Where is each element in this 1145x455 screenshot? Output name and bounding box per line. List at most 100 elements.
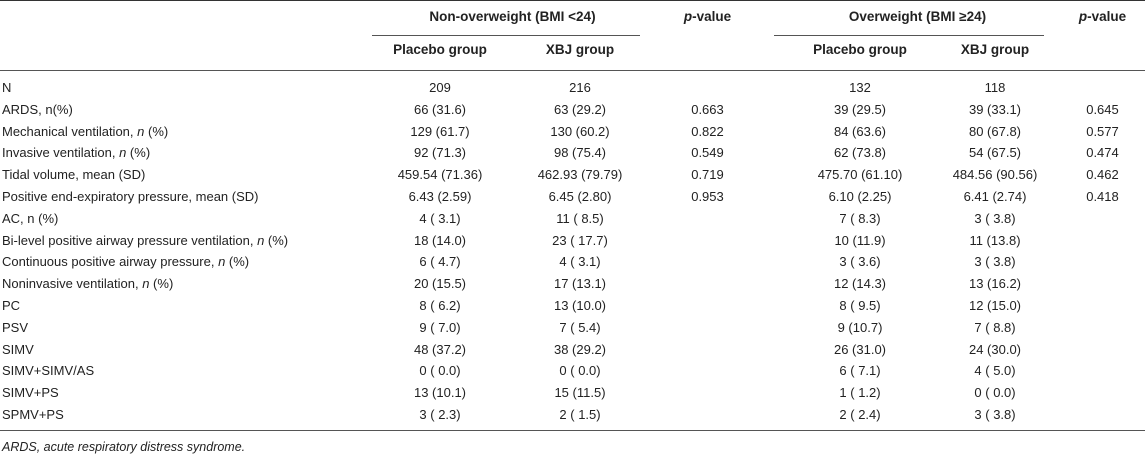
row-label: AC, n (%) [2, 210, 59, 226]
row-label: Mechanical ventilation, n (%) [2, 123, 169, 139]
placebo-value-2: 39 (29.5) [833, 101, 887, 117]
table-row: ARDS, n(%) 66 (31.6) 63 (29.2) 0.663 39 (29.… [0, 101, 1145, 119]
table-row: N 209 216 132 118 [0, 79, 1145, 97]
subheader-placebo-2: Placebo group [813, 42, 907, 57]
xbj-value-2: 39 (33.1) [968, 101, 1022, 117]
row-label: Tidal volume, mean (SD) [2, 167, 146, 183]
row-label: ARDS, n(%) [2, 101, 73, 117]
xbj-value-2: 7 ( 8.8) [974, 319, 1016, 335]
group1-header: Non-overweight (BMI <24) [429, 9, 596, 24]
row-label: N [2, 80, 12, 95]
group1-underline [372, 35, 640, 36]
placebo-value-1: 13 (10.1) [413, 385, 467, 401]
placebo-value-2: 6 ( 7.1) [839, 363, 881, 379]
row-label: PSV [2, 319, 29, 335]
subheader-xbj-2: XBJ group [960, 42, 1030, 57]
row-label: PC [2, 298, 21, 313]
bottom-rule [0, 430, 1145, 431]
table-row: SIMV+PS 13 (10.1) 15 (11.5) 1 ( 1.2) 0 ( 0.0… [0, 384, 1145, 402]
xbj-value-2: 3 ( 3.8) [974, 254, 1016, 270]
xbj-value-1: 11 ( 8.5) [556, 210, 604, 226]
table-row: SPMV+PS 3 ( 2.3) 2 ( 1.5) 2 ( 2.4) 3 ( 3.8) [0, 406, 1145, 424]
pvalue-header-1: p-value [683, 9, 732, 24]
table-row: Continuous positive airway pressure, n (… [0, 253, 1145, 271]
table-row: AC, n (%) 4 ( 3.1) 11 ( 8.5) 7 ( 8.3) 3 ( 3.… [0, 210, 1145, 228]
xbj-value-2: 3 ( 3.8) [974, 210, 1016, 226]
xbj-value-1: 15 (11.5) [554, 385, 606, 401]
placebo-value-2: 3 ( 3.6) [839, 254, 881, 270]
placebo-value-2: 12 (14.3) [833, 276, 887, 292]
placebo-value-2: 1 ( 1.2) [839, 385, 881, 401]
p-value-2: 0.577 [1086, 123, 1119, 139]
xbj-value-2: 6.41 (2.74) [963, 189, 1027, 204]
subheader-xbj-1: XBJ group [545, 42, 615, 57]
xbj-value-2: 11 (13.8) [969, 232, 1021, 248]
xbj-value-1: 130 (60.2) [550, 123, 610, 139]
row-label: Bi-level positive airway pressure ventil… [2, 232, 289, 248]
table-row: Noninvasive ventilation, n (%) 20 (15.5) 1… [0, 275, 1145, 293]
row-label: Continuous positive airway pressure, n (… [2, 254, 250, 270]
p-value-1: 0.953 [691, 189, 724, 204]
placebo-value-1: 92 (71.3) [413, 145, 467, 161]
table-row: Invasive ventilation, n (%) 92 (71.3) 98 (… [0, 144, 1145, 162]
table-row: SIMV+SIMV/AS 0 ( 0.0) 0 ( 0.0) 6 ( 7.1) 4 ( … [0, 362, 1145, 380]
placebo-value-2: 84 (63.6) [833, 123, 887, 139]
xbj-value-1: 7 ( 5.4) [559, 319, 601, 335]
xbj-value-2: 0 ( 0.0) [974, 385, 1016, 401]
table-row: Positive end-expiratory pressure, mean (… [0, 188, 1145, 206]
xbj-value-2: 3 ( 3.8) [974, 407, 1016, 422]
placebo-value-1: 0 ( 0.0) [419, 363, 461, 379]
table-row: SIMV 48 (37.2) 38 (29.2) 26 (31.0) 24 (30.0) [0, 341, 1145, 359]
top-rule [0, 0, 1145, 1]
placebo-value-1: 48 (37.2) [413, 341, 467, 357]
placebo-value-1: 459.54 (71.36) [397, 167, 483, 183]
placebo-value-2: 6.10 (2.25) [828, 189, 892, 204]
header-bottom-rule [0, 70, 1145, 71]
placebo-value-2: 62 (73.8) [833, 145, 887, 161]
xbj-value-1: 13 (10.0) [553, 298, 607, 313]
row-label: SIMV+PS [2, 385, 59, 401]
xbj-value-1: 216 [569, 80, 591, 95]
row-label: Positive end-expiratory pressure, mean (… [2, 189, 259, 204]
xbj-value-1: 6.45 (2.80) [548, 189, 612, 204]
xbj-value-2: 484.56 (90.56) [952, 167, 1038, 183]
table-row: Tidal volume, mean (SD) 459.54 (71.36) 462… [0, 166, 1145, 184]
row-label: SIMV+SIMV/AS [2, 363, 95, 379]
placebo-value-2: 475.70 (61.10) [817, 167, 903, 183]
group2-underline [774, 35, 1044, 36]
placebo-value-1: 18 (14.0) [413, 232, 467, 248]
row-label: Noninvasive ventilation, n (%) [2, 276, 174, 292]
table-row: Bi-level positive airway pressure ventil… [0, 232, 1145, 250]
p-value-2: 0.645 [1086, 101, 1119, 117]
placebo-value-1: 8 ( 6.2) [419, 298, 461, 313]
xbj-value-1: 462.93 (79.79) [537, 167, 623, 183]
placebo-value-1: 20 (15.5) [413, 276, 467, 292]
table-row: PC 8 ( 6.2) 13 (10.0) 8 ( 9.5) 12 (15.0) [0, 297, 1145, 315]
row-label: SPMV+PS [2, 407, 64, 422]
placebo-value-1: 9 ( 7.0) [419, 319, 461, 335]
xbj-value-1: 63 (29.2) [553, 101, 607, 117]
placebo-value-2: 2 ( 2.4) [839, 407, 881, 422]
placebo-value-2: 26 (31.0) [833, 341, 887, 357]
placebo-value-2: 9 (10.7) [837, 319, 883, 335]
placebo-value-1: 129 (61.7) [410, 123, 470, 139]
p-value-1: 0.663 [691, 101, 724, 117]
row-label: SIMV [2, 341, 34, 357]
xbj-value-2: 4 ( 5.0) [974, 363, 1016, 379]
placebo-value-1: 66 (31.6) [413, 101, 467, 117]
table-row: Mechanical ventilation, n (%) 129 (61.7) 1… [0, 123, 1145, 141]
xbj-value-1: 4 ( 3.1) [559, 254, 601, 270]
subheader-placebo-1: Placebo group [393, 42, 487, 57]
xbj-value-1: 38 (29.2) [553, 341, 607, 357]
xbj-value-2: 54 (67.5) [968, 145, 1022, 161]
pvalue-header-2: p-value [1078, 9, 1127, 24]
p-value-2: 0.474 [1086, 145, 1119, 161]
p-value-1: 0.822 [691, 123, 724, 139]
placebo-value-1: 3 ( 2.3) [419, 407, 461, 422]
placebo-value-1: 6 ( 4.7) [419, 254, 461, 270]
placebo-value-2: 132 [849, 80, 871, 95]
xbj-value-2: 13 (16.2) [968, 276, 1022, 292]
p-value-2: 0.418 [1086, 189, 1119, 204]
placebo-value-1: 4 ( 3.1) [419, 210, 461, 226]
xbj-value-2: 24 (30.0) [968, 341, 1022, 357]
